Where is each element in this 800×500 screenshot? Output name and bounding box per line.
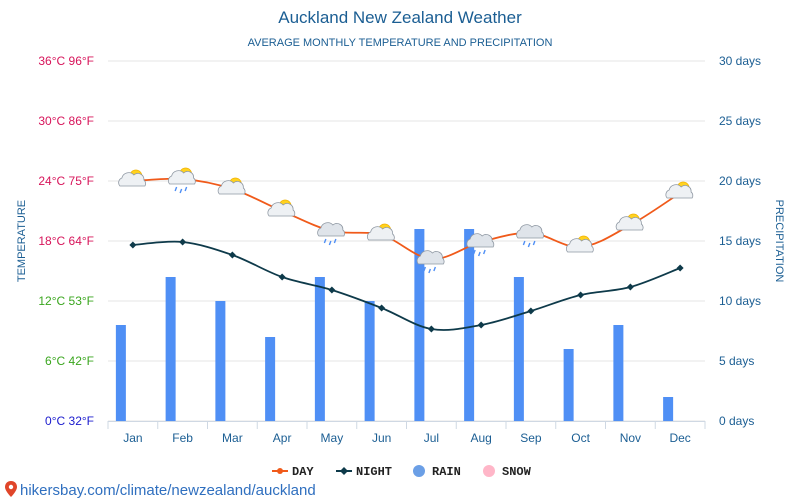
- legend-item-rain: RAIN: [413, 465, 461, 479]
- y-right-tick-label: 20 days: [719, 174, 761, 188]
- rain-bar: [513, 277, 524, 421]
- sun-cloud-icon: [366, 223, 395, 241]
- x-tick-label: Nov: [620, 431, 641, 445]
- day-line: [132, 177, 681, 260]
- sun-cloud-icon: [267, 199, 296, 217]
- y-right-tick-label: 30 days: [719, 54, 761, 68]
- legend-item-night: NIGHT: [336, 465, 392, 479]
- legend-label: RAIN: [432, 465, 461, 479]
- y-left-tick-label: 6°C 42°F: [45, 354, 94, 368]
- legend-night-marker: [340, 467, 348, 475]
- chart-title: Auckland New Zealand Weather: [278, 8, 522, 27]
- y-left-tick-label: 12°C 53°F: [38, 294, 94, 308]
- y-left-tick-label: 36°C 96°F: [38, 54, 94, 68]
- rain-bar: [115, 325, 126, 421]
- night-point: [676, 264, 684, 272]
- y-left-tick-label: 0°C 32°F: [45, 414, 94, 428]
- axes-layer: 0°C 32°F 6°C 42°F 12°C 53°F 18°C 64°F 24°C 7…: [38, 54, 761, 445]
- y-right-tick-label: 10 days: [719, 294, 761, 308]
- rain-bar: [364, 301, 375, 421]
- sun-cloud-icon: [615, 213, 644, 231]
- sun-cloud-icon: [665, 181, 694, 199]
- legend-item-snow: SNOW: [483, 465, 532, 479]
- footer-link[interactable]: hikersbay.com/climate/newzealand/aucklan…: [20, 482, 316, 499]
- cloud-rain-icon: [416, 250, 445, 274]
- x-tick-label: Oct: [571, 431, 590, 445]
- cloud-rain-icon: [317, 222, 345, 246]
- sun-cloud-icon: [217, 177, 246, 195]
- x-tick-label: Jun: [372, 431, 391, 445]
- legend-snow-swatch: [483, 465, 495, 477]
- bars-layer: [115, 229, 674, 421]
- y-left-tick-label: 30°C 86°F: [38, 114, 94, 128]
- y-axis-right-label: PRECIPITATION: [773, 200, 785, 283]
- legend-item-day: DAY: [272, 465, 314, 479]
- night-point: [129, 241, 137, 249]
- grid-layer: [108, 60, 705, 422]
- y-axis-left-label: TEMPERATURE: [16, 200, 28, 282]
- x-tick-label: Jan: [123, 431, 142, 445]
- legend-label: SNOW: [502, 465, 532, 479]
- night-point: [378, 304, 386, 312]
- night-point: [328, 286, 336, 294]
- sun-cloud-rain-icon: [167, 167, 196, 194]
- y-right-tick-label: 15 days: [719, 234, 761, 248]
- legend-rain-swatch: [413, 465, 425, 477]
- x-tick-label: May: [321, 431, 344, 445]
- legend-label: DAY: [292, 465, 314, 479]
- night-point: [626, 283, 634, 291]
- cloud-rain-icon: [516, 224, 544, 248]
- legend-day-marker: [277, 468, 283, 474]
- footer[interactable]: hikersbay.com/climate/newzealand/aucklan…: [5, 481, 316, 499]
- night-point: [427, 325, 435, 333]
- legend-label: NIGHT: [356, 465, 392, 479]
- night-point: [477, 321, 485, 329]
- rain-bar: [165, 277, 176, 421]
- night-point: [577, 291, 585, 299]
- location-pin-icon: [5, 481, 17, 497]
- lines-layer: [129, 176, 684, 333]
- night-point: [179, 238, 187, 246]
- y-left-tick-label: 24°C 75°F: [38, 174, 94, 188]
- y-right-tick-label: 0 days: [719, 414, 754, 428]
- rain-bar: [613, 325, 624, 421]
- night-point: [278, 273, 286, 281]
- x-tick-label: Feb: [172, 431, 193, 445]
- x-tick-label: Dec: [669, 431, 690, 445]
- cloud-rain-icon: [466, 233, 495, 257]
- rain-bar: [464, 229, 475, 421]
- sun-cloud-icon: [565, 235, 594, 253]
- rain-bar: [663, 397, 674, 421]
- night-line: [132, 240, 681, 331]
- rain-bar: [265, 337, 276, 421]
- chart-subtitle: AVERAGE MONTHLY TEMPERATURE AND PRECIPIT…: [248, 37, 553, 49]
- x-tick-label: Mar: [222, 431, 243, 445]
- night-point: [228, 251, 236, 259]
- legend: DAY NIGHT RAIN SNOW: [272, 465, 532, 479]
- y-left-tick-label: 18°C 64°F: [38, 234, 94, 248]
- x-tick-label: Jul: [424, 431, 439, 445]
- rain-bar: [314, 277, 325, 421]
- night-point: [527, 307, 535, 315]
- y-right-tick-label: 5 days: [719, 354, 754, 368]
- rain-bar: [563, 349, 574, 421]
- sun-cloud-icon: [118, 169, 146, 187]
- icons-layer: [118, 167, 694, 274]
- y-right-tick-label: 25 days: [719, 114, 761, 128]
- x-tick-label: Apr: [273, 431, 292, 445]
- x-tick-label: Aug: [470, 431, 491, 445]
- x-tick-label: Sep: [520, 431, 542, 445]
- rain-bar: [215, 301, 226, 421]
